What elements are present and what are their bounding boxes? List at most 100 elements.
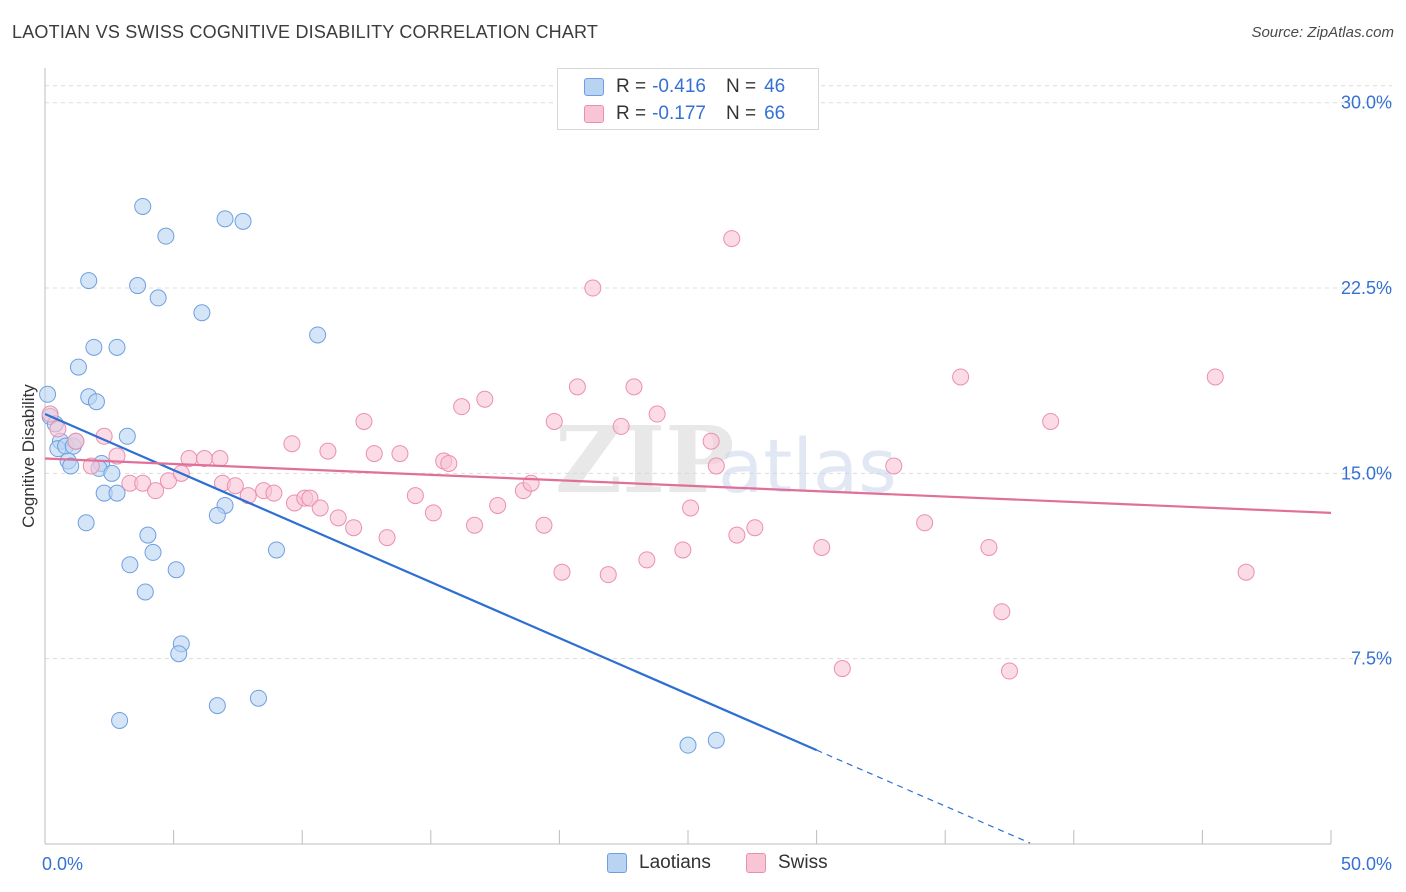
source-credit: Source: ZipAtlas.com (1251, 24, 1394, 41)
swiss-point (568, 378, 586, 396)
legend-n-value: 46 (764, 76, 786, 97)
laotian-trend-extension (816, 749, 1031, 844)
swiss-point (553, 563, 571, 581)
bottom-legend-laotians: Laotians (607, 852, 711, 874)
gridlines (45, 85, 1392, 844)
swiss-point (1042, 412, 1060, 430)
swiss-point (311, 499, 329, 517)
laotian-point (108, 338, 126, 356)
swiss-point (226, 477, 244, 495)
swiss-point (329, 509, 347, 527)
legend-r-label: R = (616, 103, 647, 124)
stats-legend: R = -0.416 N = 46 R = -0.177 N = 66 (557, 68, 819, 130)
swiss-point (378, 529, 396, 547)
swiss-point (211, 450, 229, 468)
swiss-point (82, 457, 100, 475)
x-tick-label: 50.0% (1341, 854, 1392, 874)
chart-title: LAOTIAN VS SWISS COGNITIVE DISABILITY CO… (12, 22, 599, 42)
swiss-point (406, 487, 424, 505)
laotian-point (234, 212, 252, 230)
watermark-atlas: atlas (718, 424, 897, 510)
swiss-point (489, 496, 507, 514)
swiss-point (993, 603, 1011, 621)
laotian-point (77, 514, 95, 532)
swiss-point (391, 445, 409, 463)
laotians-swatch (607, 853, 627, 873)
laotian-point (136, 583, 154, 601)
swiss-trend-line (44, 457, 1332, 514)
swiss-point (476, 390, 494, 408)
laotian-point (208, 506, 226, 524)
legend-r-label: R = (616, 76, 647, 97)
laotian-trend-line (44, 413, 818, 752)
laotian-point (39, 385, 57, 403)
laotian-point (149, 289, 167, 307)
bottom-legend-swiss: Swiss (746, 852, 828, 874)
x-tick-label: 0.0% (42, 854, 83, 874)
swiss-point (746, 519, 764, 537)
legend-n-label: N = (725, 76, 757, 97)
swiss-point (1001, 662, 1018, 680)
bottom-legend-label: Laotians (639, 852, 711, 873)
legend-r-value: -0.177 (652, 103, 706, 124)
swiss-point (885, 457, 903, 475)
swiss-point (674, 541, 692, 559)
laotian-point (85, 338, 103, 356)
data-points (39, 197, 1255, 754)
swiss-point (612, 417, 630, 435)
bottom-legend-label: Swiss (778, 852, 828, 873)
swiss-point (702, 432, 720, 450)
swiss-point (301, 489, 319, 507)
laotian-point (111, 711, 129, 729)
swiss-point (283, 435, 301, 453)
swiss-point (682, 499, 700, 517)
swiss-point (535, 516, 553, 534)
swiss-point (466, 516, 484, 534)
swiss-point (648, 405, 666, 423)
swiss-point (147, 482, 165, 500)
laotian-point (309, 326, 327, 344)
y-tick-label: 7.5% (1351, 649, 1392, 669)
laotian-point (707, 731, 725, 749)
laotian-point (134, 197, 152, 215)
swiss-point (545, 412, 563, 430)
watermark: ZIP atlas (555, 406, 897, 514)
swiss-point (916, 514, 934, 532)
swiss-point (707, 457, 725, 475)
swiss-point (638, 551, 656, 569)
laotian-point (69, 358, 87, 376)
laotian-point (216, 210, 234, 228)
swiss-point (108, 447, 126, 465)
swiss-point (728, 526, 746, 544)
legend-n-label: N = (725, 103, 757, 124)
laotian-point (118, 427, 136, 445)
y-tick-label: 15.0% (1341, 463, 1392, 483)
swiss-point (134, 474, 152, 492)
swiss-point (355, 412, 373, 430)
y-tick-label: 22.5% (1341, 278, 1392, 298)
swiss-point (813, 538, 831, 556)
swiss-point (453, 398, 471, 416)
swiss-point (440, 454, 458, 472)
swiss-point (67, 432, 85, 450)
watermark-zip: ZIP (555, 406, 734, 514)
legend-n-value: 66 (764, 103, 786, 124)
laotian-point (121, 556, 139, 574)
laotian-point (80, 272, 98, 290)
laotian-point (62, 457, 80, 475)
swiss-point (952, 368, 970, 386)
laotian-point (170, 645, 188, 663)
legend-row-laotians: R = -0.416 N = 46 (558, 74, 785, 100)
swiss-point (345, 519, 363, 537)
swiss-swatch (746, 853, 766, 873)
laotian-point (267, 541, 285, 559)
laotian-point (208, 697, 226, 715)
laotian-point (193, 304, 211, 322)
laotian-point (129, 277, 147, 295)
laotian-point (157, 227, 175, 245)
legend-r-value: -0.416 (652, 76, 706, 97)
laotians-swatch (584, 78, 604, 96)
swiss-point (522, 474, 540, 492)
laotian-point (87, 393, 105, 411)
